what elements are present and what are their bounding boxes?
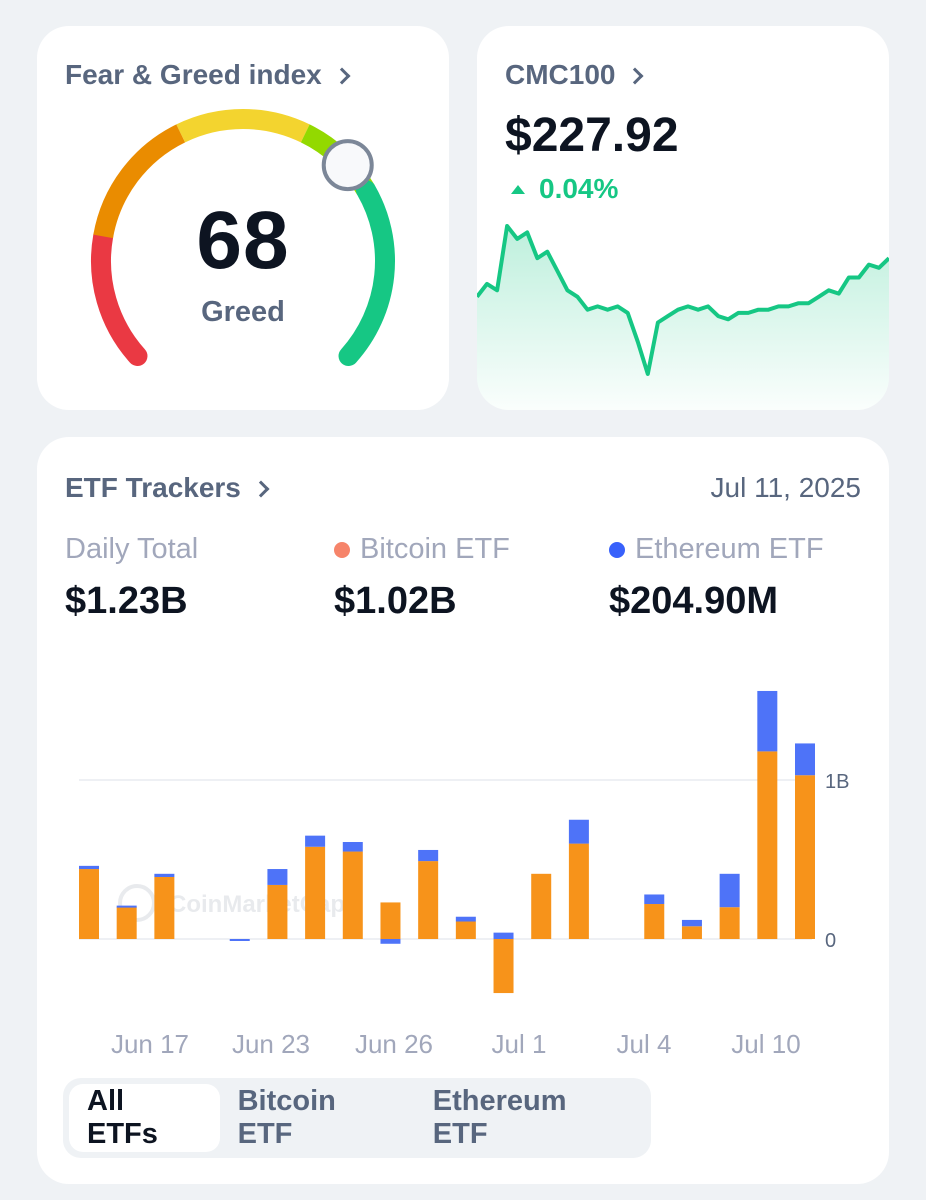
cmc100-title-link[interactable]: CMC100 xyxy=(505,59,644,91)
stat-ethereum-etf: Ethereum ETF $204.90M xyxy=(609,533,824,623)
fear-greed-title-link[interactable]: Fear & Greed index xyxy=(65,59,351,91)
stat-label-text: Daily Total xyxy=(65,533,199,565)
stat-daily-total: Daily Total $1.23B xyxy=(65,533,198,623)
bar-ethereum[interactable] xyxy=(681,919,702,927)
gauge-segment xyxy=(176,109,310,143)
fear-greed-title: Fear & Greed index xyxy=(65,59,322,90)
cmc100-change: 0.04% xyxy=(511,173,618,205)
cmc100-card[interactable]: CMC100 $227.92 0.04% xyxy=(477,26,889,410)
x-tick-label: Jul 10 xyxy=(731,1029,800,1059)
stat-label: Bitcoin ETF xyxy=(334,533,510,566)
bar-ethereum[interactable] xyxy=(79,865,99,870)
cmc100-change-value: 0.04% xyxy=(539,173,619,204)
bar-ethereum[interactable] xyxy=(493,932,514,939)
bar-bitcoin[interactable] xyxy=(795,775,815,939)
stat-label-text: Ethereum ETF xyxy=(635,533,824,565)
cmc100-title: CMC100 xyxy=(505,59,616,90)
x-tick-label: Jun 23 xyxy=(232,1029,310,1059)
etf-title: ETF Trackers xyxy=(65,472,241,503)
x-tick-label: Jun 26 xyxy=(355,1029,433,1059)
bar-ethereum[interactable] xyxy=(154,873,175,877)
bar-bitcoin[interactable] xyxy=(342,851,363,939)
bar-bitcoin[interactable] xyxy=(154,876,175,939)
sparkline-area xyxy=(477,226,889,410)
bar-bitcoin[interactable] xyxy=(418,861,439,939)
x-tick-label: Jun 17 xyxy=(111,1029,189,1059)
bar-bitcoin[interactable] xyxy=(455,921,476,939)
stat-label: Daily Total xyxy=(65,533,198,566)
gauge-segment xyxy=(93,124,186,239)
bar-bitcoin[interactable] xyxy=(305,846,326,939)
bar-bitcoin[interactable] xyxy=(116,907,137,939)
fear-greed-card[interactable]: Fear & Greed index 68 Greed xyxy=(37,26,449,410)
fear-greed-label: Greed xyxy=(201,296,285,328)
bar-bitcoin[interactable] xyxy=(681,926,702,939)
bar-bitcoin[interactable] xyxy=(568,843,589,939)
etf-filter-tabs: All ETFs Bitcoin ETF Ethereum ETF xyxy=(63,1078,651,1158)
gauge-segment xyxy=(91,226,148,367)
bar-ethereum[interactable] xyxy=(644,894,665,905)
stat-value: $1.02B xyxy=(334,580,457,622)
bar-ethereum[interactable] xyxy=(455,916,476,922)
cmc100-price: $227.92 xyxy=(505,109,679,162)
tab-all-etfs[interactable]: All ETFs xyxy=(69,1084,220,1152)
gauge-indicator xyxy=(321,139,374,192)
bar-ethereum[interactable] xyxy=(380,939,401,944)
bar-bitcoin[interactable] xyxy=(79,869,99,939)
bar-ethereum[interactable] xyxy=(568,819,589,844)
bar-bitcoin[interactable] xyxy=(380,902,401,939)
caret-up-icon xyxy=(511,184,525,194)
bar-bitcoin[interactable] xyxy=(267,884,288,939)
stat-label-text: Bitcoin ETF xyxy=(360,533,510,565)
stat-value: $1.23B xyxy=(65,580,188,622)
etf-title-link[interactable]: ETF Trackers xyxy=(65,472,270,504)
x-tick-label: Jul 4 xyxy=(617,1029,672,1059)
x-tick-label: Jul 1 xyxy=(492,1029,547,1059)
gauge-segment xyxy=(338,180,395,367)
stat-value: $204.90M xyxy=(609,580,779,622)
ethereum-legend-dot xyxy=(609,541,625,558)
sparkline-line xyxy=(477,224,889,376)
bar-ethereum[interactable] xyxy=(719,873,740,908)
y-tick-label: 0 xyxy=(825,930,836,952)
cmc100-sparkline xyxy=(477,224,889,410)
bar-ethereum[interactable] xyxy=(418,849,439,862)
bar-ethereum[interactable] xyxy=(795,743,815,776)
etf-date: Jul 11, 2025 xyxy=(710,472,862,503)
bar-ethereum[interactable] xyxy=(229,939,250,941)
stat-label: Ethereum ETF xyxy=(609,533,824,566)
bar-ethereum[interactable] xyxy=(757,690,778,752)
bar-ethereum[interactable] xyxy=(267,869,288,885)
fear-greed-value: 68 xyxy=(196,195,290,286)
bar-bitcoin[interactable] xyxy=(493,939,514,994)
tab-bitcoin-etf[interactable]: Bitcoin ETF xyxy=(237,1085,336,1150)
bar-ethereum[interactable] xyxy=(116,905,137,908)
stat-bitcoin-etf: Bitcoin ETF $1.02B xyxy=(334,533,510,623)
bar-bitcoin[interactable] xyxy=(531,873,552,939)
bar-bitcoin[interactable] xyxy=(719,907,740,939)
tab-ethereum-etf[interactable]: Ethereum ETF xyxy=(432,1085,567,1150)
fear-greed-gauge xyxy=(91,109,395,367)
bar-ethereum[interactable] xyxy=(305,835,326,847)
chevron-right-icon xyxy=(252,480,270,498)
bar-bitcoin[interactable] xyxy=(757,751,778,939)
bar-bitcoin[interactable] xyxy=(644,904,665,939)
bitcoin-legend-dot xyxy=(334,541,350,558)
chevron-right-icon xyxy=(626,67,644,85)
bar-ethereum[interactable] xyxy=(342,842,363,852)
y-tick-label: 1B xyxy=(825,771,849,793)
